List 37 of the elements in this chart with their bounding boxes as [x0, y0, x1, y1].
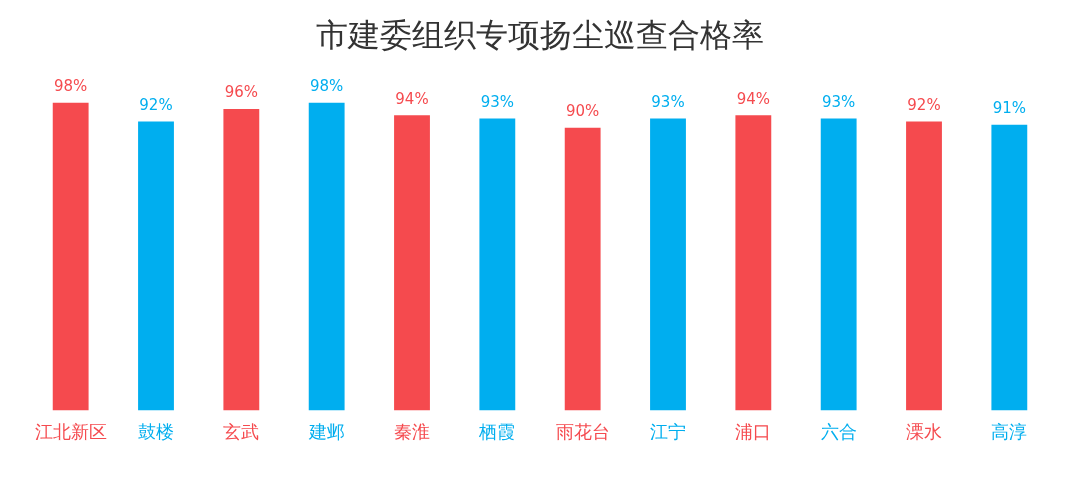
bar: [223, 108, 260, 411]
bar: [138, 121, 174, 411]
bar: [394, 115, 430, 411]
x-tick-label: 鼓楼: [138, 420, 174, 442]
chart-title: 市建委组织专项扬尘巡查合格率: [316, 15, 764, 54]
x-tick-label: 溧水: [906, 420, 942, 442]
x-tick-label: 高淳: [991, 420, 1028, 442]
data-label: 98%: [309, 77, 344, 96]
bar: [991, 124, 1028, 411]
data-label: 92%: [907, 95, 941, 114]
x-tick-label: 秦淮: [394, 420, 430, 442]
bar: [564, 127, 601, 411]
bar: [52, 102, 89, 411]
data-label: 93%: [821, 92, 856, 111]
bar: [650, 118, 686, 411]
x-tick-label: 江宁: [650, 420, 686, 442]
data-label: 94%: [736, 89, 771, 108]
data-label: 93%: [480, 92, 515, 111]
data-label: 98%: [53, 77, 88, 96]
bar: [479, 118, 516, 411]
x-tick-label: 六合: [820, 420, 857, 442]
bar: [820, 118, 857, 411]
bar: [308, 102, 345, 411]
data-label: 90%: [565, 102, 600, 121]
data-label: 96%: [224, 83, 259, 102]
x-tick-label: 建邺: [307, 420, 345, 442]
data-label: 92%: [139, 95, 173, 114]
x-tick-label: 玄武: [223, 420, 260, 442]
data-label: 91%: [992, 99, 1027, 118]
x-tick-label: 栖霞: [478, 420, 516, 442]
bar: [906, 121, 942, 411]
data-label: 94%: [395, 89, 429, 108]
x-tick-label: 江北新区: [34, 420, 107, 442]
x-tick-label: 雨花台: [555, 420, 610, 442]
data-label: 93%: [651, 92, 685, 111]
bar: [735, 115, 772, 411]
x-tick-label: 浦口: [735, 420, 772, 442]
